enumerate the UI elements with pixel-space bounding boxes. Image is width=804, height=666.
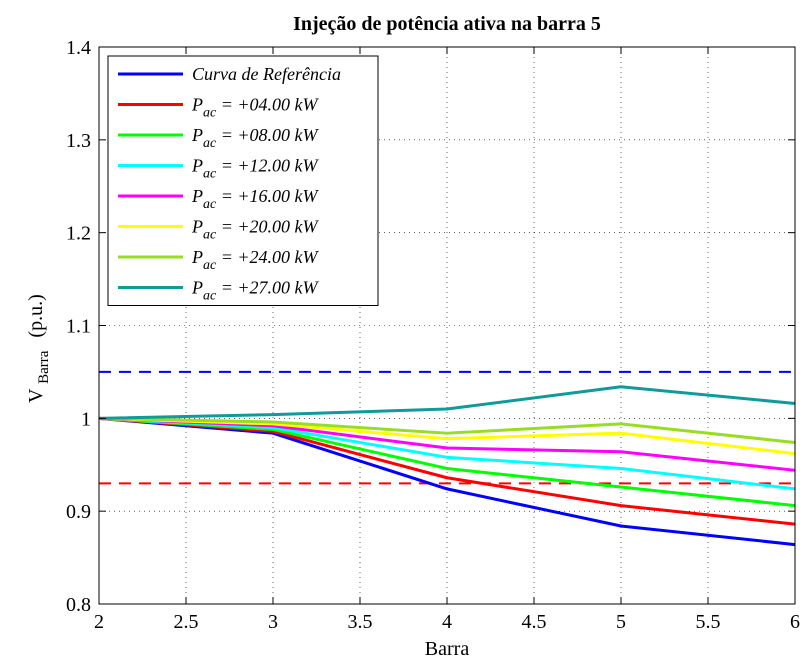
legend-label-subscript: ac bbox=[203, 289, 217, 304]
legend-label-subscript: ac bbox=[203, 228, 217, 243]
legend-box bbox=[107, 55, 379, 306]
x-tick-label: 5 bbox=[616, 611, 626, 633]
x-tick-label: 2.5 bbox=[174, 611, 199, 633]
y-tick-label: 1.1 bbox=[66, 316, 91, 338]
legend-label-main: P bbox=[191, 247, 203, 267]
legend-label-value: = +08.00 kW bbox=[216, 125, 319, 145]
x-tick-label: 2 bbox=[94, 611, 104, 633]
chart-title: Injeção de potência ativa na barra 5 bbox=[293, 13, 601, 35]
legend-label: Pac = +20.00 kW bbox=[191, 217, 320, 243]
y-tick-label: 0.9 bbox=[66, 501, 91, 523]
legend-label-main: P bbox=[191, 95, 203, 115]
legend-label-main: P bbox=[191, 278, 203, 298]
y-tick-label: 1 bbox=[81, 408, 91, 430]
series-line bbox=[98, 416, 796, 444]
legend-label: Pac = +08.00 kW bbox=[191, 125, 320, 151]
y-axis-title-unit: (p.u.) bbox=[25, 294, 47, 337]
legend-label-main: P bbox=[191, 156, 203, 176]
legend-label-main: P bbox=[191, 125, 203, 145]
y-axis-title: V Barra (p.u.) bbox=[25, 294, 52, 403]
x-tick-label: 3.5 bbox=[348, 611, 373, 633]
y-axis-tick-labels: 0.8 0.9 1 1.1 1.2 1.3 1.4 bbox=[66, 37, 91, 616]
x-tick-label: 5.5 bbox=[696, 611, 721, 633]
legend-label-value: = +27.00 kW bbox=[216, 278, 319, 298]
axis-ticks bbox=[98, 46, 796, 605]
y-tick-label: 0.8 bbox=[66, 594, 91, 616]
legend-label-value: = +20.00 kW bbox=[216, 217, 319, 237]
x-tick-label: 3 bbox=[268, 611, 278, 633]
series-line bbox=[98, 385, 796, 420]
x-tick-label: 4 bbox=[442, 611, 452, 633]
x-tick-label: 4.5 bbox=[522, 611, 547, 633]
legend-label: Pac = +12.00 kW bbox=[191, 156, 320, 182]
legend-label: Pac = +04.00 kW bbox=[191, 95, 320, 121]
legend-label: Pac = +27.00 kW bbox=[191, 278, 320, 304]
legend-label-subscript: ac bbox=[203, 167, 217, 182]
y-axis-title-main: V bbox=[25, 388, 47, 403]
x-axis-tick-labels: 2 2.5 3 3.5 4 4.5 5 5.5 6 bbox=[94, 611, 800, 633]
y-tick-label: 1.4 bbox=[66, 37, 91, 59]
x-axis-title: Barra bbox=[425, 638, 470, 660]
y-axis-title-subscript: Barra bbox=[36, 350, 52, 384]
legend-label-subscript: ac bbox=[203, 106, 217, 121]
legend-label-subscript: ac bbox=[203, 258, 217, 273]
y-tick-label: 1.3 bbox=[66, 130, 91, 152]
y-tick-label: 1.2 bbox=[66, 223, 91, 245]
reference-lines bbox=[99, 370, 795, 485]
legend-label: Pac = +16.00 kW bbox=[191, 186, 320, 212]
legend-label-main: P bbox=[191, 217, 203, 237]
legend-label-value: = +16.00 kW bbox=[216, 186, 319, 206]
legend-label-value: = +24.00 kW bbox=[216, 247, 319, 267]
legend-label: Curva de Referência bbox=[192, 64, 341, 84]
legend-label-subscript: ac bbox=[203, 197, 217, 212]
series-lines bbox=[98, 385, 796, 547]
legend-label-value: = +04.00 kW bbox=[216, 95, 319, 115]
legend-label-main: P bbox=[191, 186, 203, 206]
legend-label-value: = +12.00 kW bbox=[216, 156, 319, 176]
x-tick-label: 6 bbox=[790, 611, 800, 633]
legend-label-subscript: ac bbox=[203, 136, 217, 151]
legend-label: Pac = +24.00 kW bbox=[191, 247, 320, 273]
